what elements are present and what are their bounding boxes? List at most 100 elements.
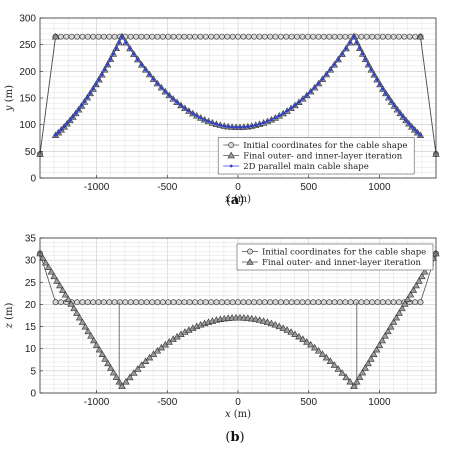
data-point <box>355 41 359 44</box>
data-point <box>78 318 87 325</box>
data-point <box>367 355 375 362</box>
data-point <box>100 33 107 40</box>
data-point <box>159 33 166 40</box>
data-point <box>256 33 263 40</box>
data-point <box>401 115 405 119</box>
data-point <box>250 124 254 128</box>
data-point <box>95 345 104 353</box>
data-point <box>347 299 354 306</box>
data-point <box>287 328 295 335</box>
data-point <box>61 290 70 298</box>
data-point <box>106 364 115 371</box>
data-point <box>385 33 392 40</box>
data-point <box>406 33 413 40</box>
data-point <box>294 299 300 306</box>
data-point <box>171 97 175 101</box>
data-point <box>73 309 81 316</box>
data-point <box>149 33 156 40</box>
data-point <box>318 350 327 357</box>
data-point <box>272 33 279 40</box>
data-point <box>340 52 344 56</box>
data-point <box>310 33 317 40</box>
data-point <box>187 109 191 113</box>
y-tick-label: 35 <box>25 234 37 245</box>
data-point <box>181 299 188 306</box>
data-point <box>192 33 199 40</box>
data-point <box>314 347 323 354</box>
data-point <box>144 68 148 72</box>
y-tick-label: 0 <box>30 389 36 400</box>
data-point <box>229 299 236 306</box>
data-point <box>203 118 206 122</box>
data-point <box>395 309 403 316</box>
data-point <box>255 316 264 323</box>
data-point <box>370 350 378 357</box>
data-point <box>224 299 231 306</box>
data-point <box>154 33 161 40</box>
data-point <box>176 33 182 40</box>
data-point <box>133 33 139 40</box>
data-point <box>251 315 260 323</box>
data-point <box>310 343 319 351</box>
data-point <box>128 47 132 50</box>
data-point <box>315 299 322 306</box>
data-point <box>218 33 225 40</box>
data-point <box>412 299 419 306</box>
data-point <box>109 368 118 376</box>
data-point <box>320 299 327 306</box>
data-point <box>74 299 80 306</box>
data-point <box>288 299 295 306</box>
data-point <box>334 365 342 372</box>
data-point <box>267 33 274 40</box>
data-point <box>170 299 177 306</box>
data-point <box>403 295 412 303</box>
data-point <box>116 299 123 306</box>
data-point <box>92 341 101 348</box>
data-point <box>141 357 150 364</box>
data-point <box>404 119 408 122</box>
data-point <box>310 299 317 306</box>
data-point <box>111 299 118 306</box>
y-axis-label: z (m) <box>4 303 15 330</box>
data-point <box>50 272 58 280</box>
y-tick-label: 200 <box>19 67 36 78</box>
legend-marker <box>229 164 233 168</box>
data-point <box>165 33 172 40</box>
data-point <box>118 382 126 390</box>
data-point <box>301 97 305 101</box>
series-line <box>39 36 56 155</box>
data-point <box>358 33 365 40</box>
legend-box <box>217 137 415 175</box>
chart-panel-b: -1000 -500 0 500 1000 0 5 10 15 20 25 30 35 x (m) z (m… <box>4 234 440 445</box>
data-point <box>307 340 315 348</box>
y-tick-label: 15 <box>25 322 37 333</box>
data-point <box>299 299 306 306</box>
data-point <box>79 33 86 40</box>
data-point <box>222 124 226 128</box>
data-point <box>213 299 220 306</box>
legend-marker <box>228 142 235 148</box>
data-point <box>87 332 95 339</box>
data-point <box>122 299 129 306</box>
y-tick-label: 300 <box>19 14 36 25</box>
data-point <box>305 94 309 97</box>
data-point <box>352 35 356 39</box>
data-point <box>245 299 252 306</box>
data-point <box>170 33 177 40</box>
legend-marker <box>246 258 254 265</box>
data-point <box>106 299 113 306</box>
data-point <box>163 90 167 94</box>
data-point <box>322 353 331 361</box>
legend-item: Final outer- and inner-layer iteration <box>242 258 422 268</box>
data-point <box>251 299 258 306</box>
data-point <box>321 77 324 81</box>
data-point <box>90 299 97 306</box>
data-point <box>70 304 78 312</box>
data-point <box>251 33 258 40</box>
data-point <box>407 122 411 126</box>
y-tick-label: 30 <box>25 256 37 267</box>
data-point <box>410 125 414 129</box>
panel-caption: (a) <box>226 193 245 208</box>
data-point <box>234 125 238 129</box>
